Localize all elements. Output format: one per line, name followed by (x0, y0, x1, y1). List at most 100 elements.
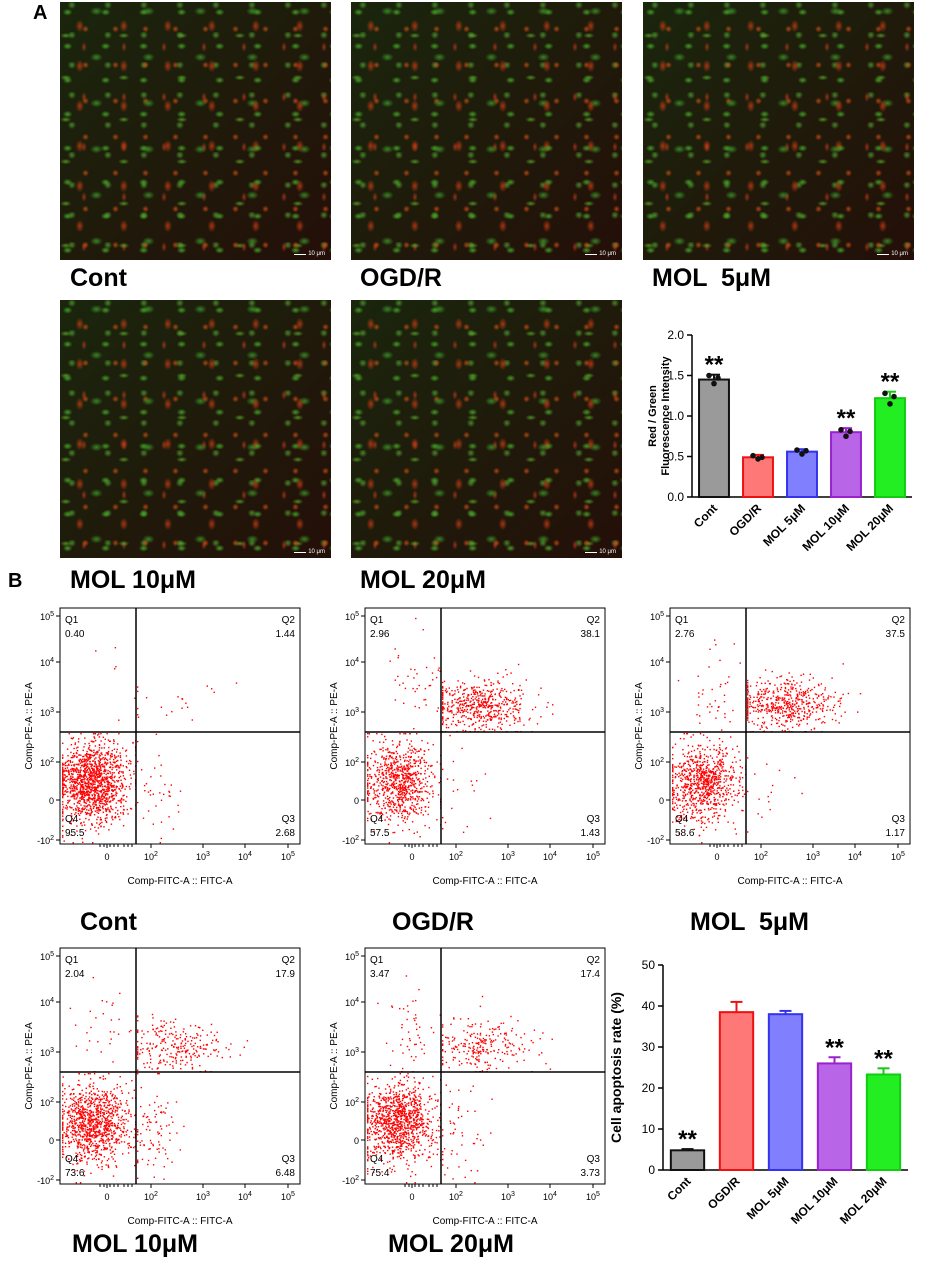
x-tick-label: 103 (501, 1191, 515, 1202)
y-tick-label: -102 (342, 835, 359, 846)
x-tick-label: 0 (104, 1192, 109, 1202)
quadrant-name: Q1 (370, 955, 384, 966)
plot-frame (59, 607, 301, 845)
scale-bar-label: 10 μm (294, 549, 325, 555)
flow-plot-mol-20: Q1 3.47 Q2 17.4 Q3 3.73 Q4 75.4 -102 0 102 103 104 10… (329, 947, 606, 1227)
x-tick-label: 105 (586, 1191, 600, 1202)
data-point (799, 451, 805, 457)
x-tick-label: 102 (144, 851, 158, 862)
scale-bar-label: 10 μm (585, 251, 616, 257)
x-tick-label: MOL 5μM (744, 1174, 792, 1222)
plot-frame (364, 947, 606, 1185)
y-tick-label: 1.5 (667, 369, 684, 383)
y-tick-label: 102 (345, 757, 359, 768)
quadrant-name: Q3 (282, 814, 296, 825)
y-tick-label: 0 (354, 796, 359, 806)
flow-label-cont: Cont (80, 908, 137, 936)
y-tick-label: 104 (345, 657, 359, 668)
y-tick-label: 104 (40, 657, 54, 668)
y-tick-label: 2.0 (667, 328, 684, 342)
micrograph-mol-20: 10 μm (351, 300, 622, 558)
y-axis-label: Fluorescence Intensity (660, 356, 672, 476)
quadrant-value: 37.5 (886, 629, 906, 640)
scale-bar-label: 10 μm (585, 549, 616, 555)
y-axis-label: Comp-PE-A :: PE-A (24, 1022, 35, 1110)
y-tick-label: 105 (345, 611, 359, 622)
x-tick-label: 102 (754, 851, 768, 862)
x-tick-label: 102 (449, 1191, 463, 1202)
y-tick-label: -102 (342, 1175, 359, 1186)
significance-mark: ** (837, 405, 856, 432)
quadrant-name: Q4 (675, 814, 689, 825)
quadrant-name: Q3 (587, 814, 601, 825)
bar (830, 431, 862, 498)
y-tick-label: 0 (659, 796, 664, 806)
data-point (711, 380, 717, 387)
y-tick-label: 0.0 (667, 490, 684, 504)
quadrant-name: Q4 (370, 1154, 384, 1165)
flow-plot-mol-10: Q1 2.04 Q2 17.9 Q3 6.48 Q4 73.6 -102 0 102 103 104 10… (24, 947, 301, 1227)
image-label-cont: Cont (70, 264, 127, 292)
x-tick-label: 104 (543, 1191, 557, 1202)
x-tick-label: MOL 20μM (843, 501, 896, 554)
quadrant-value: 3.47 (370, 969, 390, 980)
bar (816, 1062, 853, 1171)
x-tick-label: 105 (281, 851, 295, 862)
y-tick-label: 104 (40, 997, 54, 1008)
data-point (838, 426, 844, 433)
quadrant-name: Q2 (587, 955, 601, 966)
significance-mark: ** (825, 1034, 844, 1061)
significance-mark: ** (874, 1045, 893, 1072)
quadrant-value: 0.40 (65, 629, 85, 640)
image-label-ogdr: OGD/R (360, 264, 442, 292)
y-axis-label: Comp-PE-A :: PE-A (329, 682, 340, 770)
bar (718, 1011, 755, 1172)
y-tick-label: 0 (49, 796, 54, 806)
plot-frame (364, 607, 606, 845)
y-tick-label: 105 (40, 951, 54, 962)
y-tick-label: 105 (345, 951, 359, 962)
x-tick-label: OGD/R (726, 501, 764, 539)
event-cloud (672, 639, 862, 844)
y-tick-label: 0 (49, 1136, 54, 1146)
quadrant-value: 17.9 (276, 969, 296, 980)
bar (865, 1073, 902, 1171)
apoptosis-rate-chart: 0 10 20 30 40 50 ** Cont OGD/R MOL 5μM ** MOL 10μM *… (608, 958, 908, 1227)
x-tick-label: 105 (281, 1191, 295, 1202)
x-axis-label: Comp-FITC-A :: FITC-A (433, 1216, 538, 1227)
significance-mark: ** (678, 1126, 697, 1153)
quadrant-name: Q3 (587, 1154, 601, 1165)
x-tick-label: 105 (586, 851, 600, 862)
bar (874, 397, 906, 498)
data-point (882, 390, 888, 397)
data-point (715, 375, 721, 381)
quadrant-value: 75.4 (370, 1168, 390, 1179)
x-tick-label: 0 (104, 852, 109, 862)
quadrant-name: Q2 (282, 615, 296, 626)
x-tick-label: 104 (238, 1191, 252, 1202)
quadrant-name: Q1 (370, 615, 384, 626)
image-label-mol-5: MOL 5μM (652, 264, 772, 292)
x-tick-label: 102 (449, 851, 463, 862)
y-tick-label: 102 (40, 757, 54, 768)
plot-frame (669, 607, 911, 845)
x-tick-label: 0 (714, 852, 719, 862)
y-tick-label: 1.0 (667, 409, 684, 423)
image-label-mol-10: MOL 10μM (70, 566, 196, 594)
plot-frame (59, 947, 301, 1185)
scale-bar-label: 10 μm (877, 251, 908, 257)
quadrant-name: Q4 (370, 814, 384, 825)
y-axis-label: Comp-PE-A :: PE-A (24, 682, 35, 770)
quadrant-name: Q3 (282, 1154, 296, 1165)
quadrant-value: 2.68 (276, 828, 296, 839)
quadrant-name: Q2 (587, 615, 601, 626)
significance-mark: ** (881, 369, 900, 396)
y-tick-label: 0.5 (667, 450, 684, 464)
y-tick-label: 30 (642, 1040, 656, 1054)
x-tick-label: MOL 10μM (788, 1174, 841, 1227)
quadrant-value: 73.6 (65, 1168, 85, 1179)
flow-plot-cont: Q1 0.40 Q2 1.44 Q3 2.68 Q4 95.5 -102 0 102 103 104 10… (24, 607, 301, 887)
x-tick-label: 103 (806, 851, 820, 862)
panel-letter-a: A (33, 2, 48, 24)
